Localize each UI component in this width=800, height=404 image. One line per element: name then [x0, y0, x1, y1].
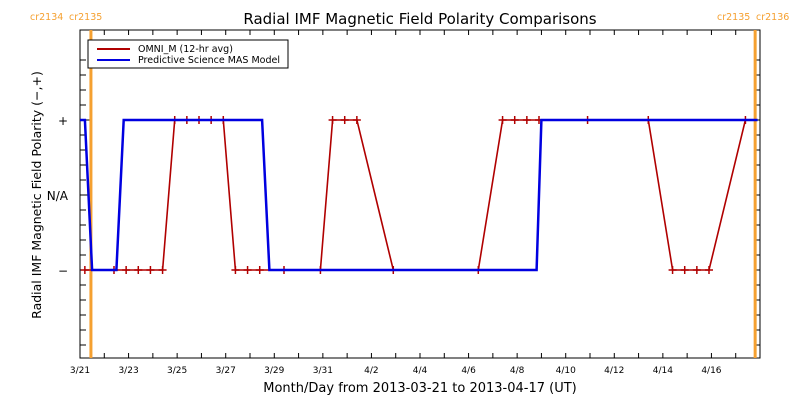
- x-axis-label: Month/Day from 2013-03-21 to 2013-04-17 …: [263, 381, 576, 396]
- legend-box: [87, 39, 289, 69]
- plot-area: 3/21 3/23 3/25 3/27 3/29 3/31 4/2 4/4 4/6 4/8 4/10…: [30, 12, 789, 376]
- x-tick-label: 3/31: [313, 366, 333, 376]
- y-tick-label: +: [58, 114, 68, 128]
- legend-label-mas: Predictive Science MAS Model: [138, 55, 280, 66]
- legend-label-omni: OMNI_M (12-hr avg): [138, 44, 233, 55]
- x-tick-label: 4/8: [510, 366, 525, 376]
- y-tick-label: N/A: [47, 189, 69, 203]
- carrington-label-left: cr2135: [717, 12, 750, 23]
- plot-frame: [79, 29, 761, 359]
- x-tick-label: 4/10: [556, 366, 576, 376]
- x-tick-label: 4/12: [604, 366, 624, 376]
- chart-title: Radial IMF Magnetic Field Polarity Compa…: [243, 10, 596, 28]
- carrington-label-right: cr2135: [69, 12, 102, 23]
- x-tick-label: 3/27: [216, 366, 236, 376]
- y-axis-label: Radial IMF Magnetic Field Polarity (−,+): [29, 71, 44, 319]
- x-tick-label: 4/6: [461, 366, 476, 376]
- x-tick-label: 4/14: [653, 366, 673, 376]
- x-tick-label: 4/16: [701, 366, 721, 376]
- carrington-label-left: cr2134: [30, 12, 63, 23]
- x-tick-label: 3/25: [167, 366, 187, 376]
- carrington-label-right: cr2136: [756, 12, 789, 23]
- x-tick-label: 4/2: [364, 366, 378, 376]
- y-tick-label: −: [58, 264, 68, 278]
- x-tick-label: 3/21: [70, 366, 90, 376]
- series-line-mas: [80, 118, 758, 272]
- x-tick-label: 3/23: [118, 366, 138, 376]
- x-tick-label: 3/29: [264, 366, 284, 376]
- legend: OMNI_M (12-hr avg) Predictive Science MA…: [87, 39, 289, 69]
- x-tick-label: 4/4: [413, 366, 428, 376]
- series-line-omni: [84, 119, 747, 271]
